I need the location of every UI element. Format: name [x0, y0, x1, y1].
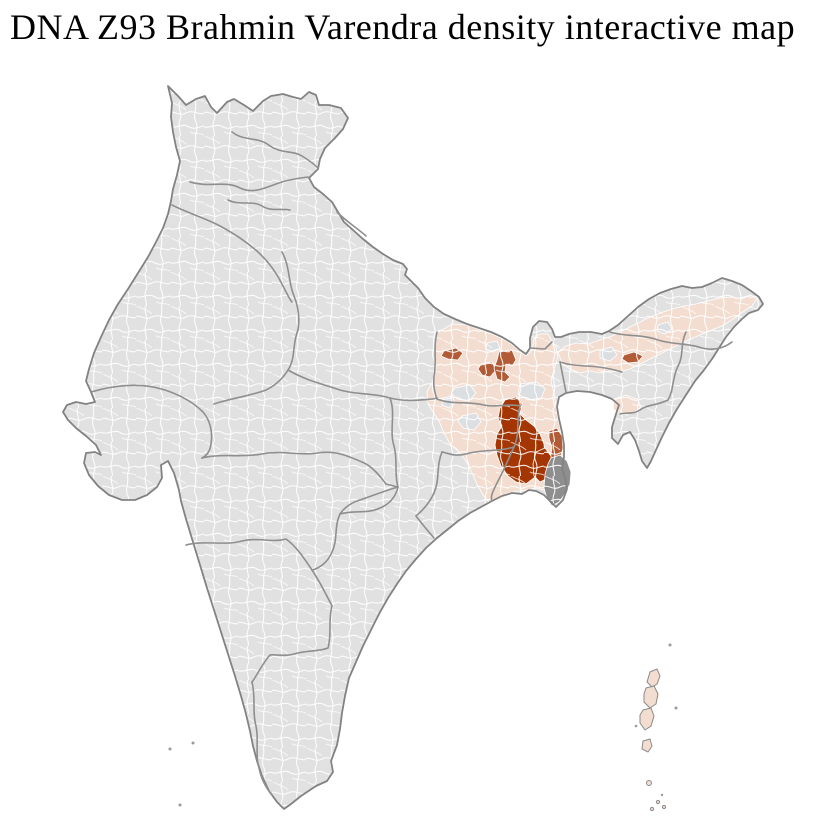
small-islets [634, 643, 678, 797]
india-outline [62, 85, 764, 810]
state-borders [90, 131, 733, 796]
andaman-nicobar-islands[interactable] [639, 668, 667, 812]
lakshadweep-islets [168, 741, 195, 807]
page-title: DNA Z93 Brahmin Varendra density interac… [10, 7, 796, 47]
district-grid-texture [63, 86, 763, 809]
